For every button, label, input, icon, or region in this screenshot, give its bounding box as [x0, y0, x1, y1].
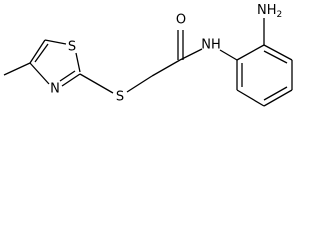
atom-label: NH [201, 38, 221, 53]
atom-label: O [176, 13, 186, 28]
bond [179, 48, 203, 61]
bond [263, 50, 288, 64]
bond [3, 62, 31, 76]
bond [59, 70, 76, 82]
atom-labels: S N S O NH NH2 [50, 3, 282, 105]
bond [29, 39, 46, 64]
atom-label: S [116, 90, 124, 105]
bond [79, 73, 114, 94]
bond [263, 44, 293, 61]
atom-label: NH [257, 3, 277, 18]
atom-label: S [68, 40, 76, 55]
subscript: 2 [277, 10, 283, 20]
bond [44, 39, 67, 45]
bond [151, 59, 181, 77]
bond [34, 43, 49, 63]
structure-diagram: S N S O NH NH2 [3, 3, 293, 107]
bonds [3, 18, 293, 107]
bond [236, 44, 265, 61]
atom-label: NH2 [257, 3, 282, 20]
bond [126, 75, 153, 93]
bond [263, 86, 288, 101]
bond [219, 49, 238, 61]
atom-label: N [50, 82, 60, 97]
bond [29, 62, 50, 85]
bond [236, 89, 265, 107]
bond [61, 73, 81, 87]
bond [263, 89, 293, 107]
bond [75, 52, 81, 73]
